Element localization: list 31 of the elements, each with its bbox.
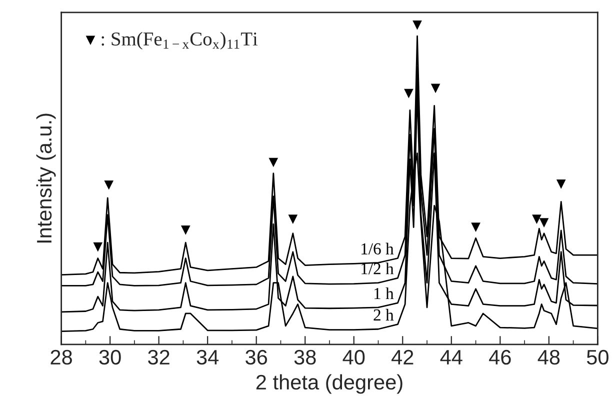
x-tick-label: 30 — [99, 350, 121, 365]
x-axis-title: 2 theta (degree) — [256, 374, 402, 394]
point — [288, 214, 298, 224]
x-tick-label: 36 — [246, 350, 268, 365]
x-tick-label: 50 — [586, 350, 608, 365]
x-tick-label: 32 — [148, 350, 170, 365]
x-tick-label: 28 — [50, 350, 72, 365]
x-tick-label: 34 — [196, 350, 219, 365]
point — [180, 226, 190, 235]
series-label: 1/6 h — [362, 242, 394, 254]
point — [412, 20, 422, 30]
point — [532, 214, 542, 224]
series-label: 1/2 h — [362, 262, 394, 274]
point — [104, 180, 114, 190]
point — [556, 180, 566, 189]
x-tick-label: 40 — [342, 350, 365, 365]
point — [430, 84, 440, 94]
point — [93, 242, 103, 252]
point — [268, 158, 278, 168]
series-label: 1 h — [374, 287, 394, 300]
series-label: 2 h — [374, 308, 394, 320]
legend-label: : Sm(Fe$_{1−x}$Co$_{x}$)$_{11}$Ti — [102, 32, 258, 50]
x-tick-label: 42 — [392, 350, 414, 364]
x-tick-label: 38 — [294, 350, 316, 365]
x-tick-label: 44 — [440, 350, 462, 364]
y-axis-title: Intensity (a.u.) — [36, 114, 56, 243]
x-tick-label: 46 — [489, 350, 511, 365]
point — [471, 222, 480, 232]
x-tick-label: 48 — [538, 350, 560, 365]
point — [404, 88, 414, 98]
point — [539, 218, 549, 228]
